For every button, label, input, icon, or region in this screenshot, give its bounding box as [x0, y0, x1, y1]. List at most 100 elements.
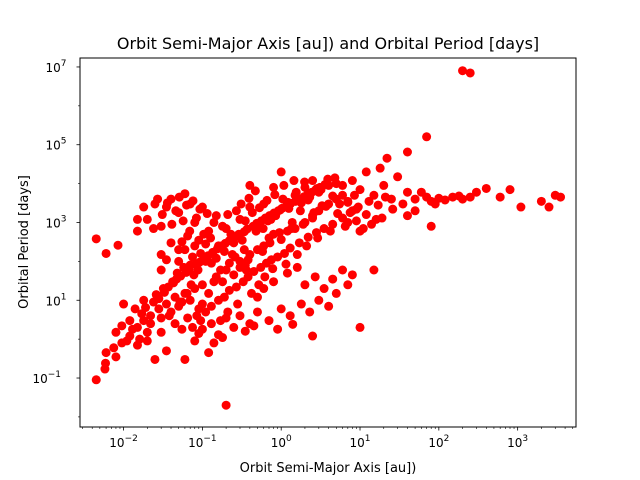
data-point-299 [202, 209, 212, 219]
data-point-311 [250, 186, 260, 196]
data-point-316 [270, 190, 280, 200]
data-point-285 [149, 224, 159, 234]
y-axis-label: Orbital Period [days] [17, 175, 32, 309]
data-point-108 [505, 185, 515, 195]
data-point-86 [361, 167, 371, 177]
data-point-152 [285, 243, 295, 253]
data-point-321 [291, 187, 301, 197]
data-point-100 [440, 195, 450, 205]
data-point-359 [249, 321, 259, 331]
data-point-196 [274, 228, 284, 238]
data-point-178 [197, 299, 207, 309]
data-point-378 [239, 245, 249, 255]
data-point-288 [162, 198, 172, 208]
data-point-194 [268, 264, 278, 274]
data-point-7 [91, 234, 101, 244]
data-point-122 [369, 265, 379, 275]
data-point-8 [101, 248, 111, 258]
data-point-13 [142, 327, 152, 337]
data-point-289 [167, 219, 177, 229]
data-point-75 [269, 182, 279, 192]
data-point-190 [258, 246, 268, 256]
x-tick-label-2: 100 [271, 434, 292, 450]
data-point-2 [101, 358, 111, 368]
data-point-166 [146, 319, 156, 329]
data-point-276 [276, 304, 286, 314]
data-point-293 [182, 200, 192, 210]
data-point-109 [516, 202, 526, 212]
data-point-169 [164, 311, 174, 321]
data-point-123 [355, 322, 365, 332]
data-point-17 [156, 313, 166, 323]
data-point-336 [361, 210, 371, 220]
data-point-365 [177, 237, 187, 247]
data-point-84 [347, 176, 357, 186]
data-point-314 [262, 195, 272, 205]
data-point-14 [146, 311, 156, 321]
data-point-175 [186, 280, 196, 290]
data-point-357 [218, 333, 228, 343]
data-point-292 [178, 216, 188, 226]
data-point-300 [206, 233, 216, 243]
data-point-3 [101, 348, 111, 358]
data-point-369 [196, 248, 206, 258]
data-point-370 [201, 239, 211, 249]
data-point-330 [333, 209, 343, 219]
data-point-208 [313, 233, 323, 243]
y-tick-label-0: 10−1 [32, 370, 61, 386]
data-point-361 [288, 319, 298, 329]
x-tick-label-1: 10−1 [188, 434, 217, 450]
data-point-303 [218, 221, 228, 231]
data-point-339 [377, 213, 387, 223]
data-point-315 [266, 214, 276, 224]
data-point-30 [218, 277, 228, 287]
data-point-348 [310, 272, 320, 282]
data-point-63 [166, 238, 176, 248]
data-point-335 [355, 226, 365, 236]
data-point-88 [375, 163, 385, 173]
data-point-282 [331, 288, 341, 298]
data-point-172 [175, 297, 185, 307]
data-point-132 [170, 319, 180, 329]
data-point-157 [328, 219, 338, 229]
data-point-153 [294, 238, 304, 248]
data-point-104 [465, 192, 475, 202]
y-tick-label-1: 101 [45, 292, 66, 308]
data-point-372 [211, 253, 221, 263]
data-point-304 [223, 210, 233, 220]
data-point-133 [177, 324, 187, 334]
data-point-354 [190, 336, 200, 346]
data-point-18 [161, 299, 171, 309]
data-point-216 [349, 190, 359, 200]
data-point-146 [249, 266, 259, 276]
data-point-141 [219, 292, 229, 302]
data-point-145 [243, 272, 253, 282]
data-point-85 [355, 185, 365, 195]
data-point-331 [338, 180, 348, 190]
data-point-325 [308, 213, 318, 223]
data-point-128 [161, 346, 171, 356]
data-point-204 [298, 219, 308, 229]
data-point-48 [338, 190, 348, 200]
data-point-286 [153, 194, 163, 204]
data-point-0 [91, 375, 101, 385]
data-point-193 [265, 238, 275, 248]
data-point-317 [275, 205, 285, 215]
data-point-121 [382, 153, 392, 163]
data-point-356 [209, 338, 219, 348]
chart-title: Orbit Semi-Major Axis [au]) and Orbital … [117, 34, 539, 53]
data-point-344 [269, 277, 279, 287]
data-point-32 [229, 270, 239, 280]
data-point-50 [132, 226, 142, 236]
data-point-367 [188, 252, 198, 262]
data-point-113 [556, 192, 566, 202]
data-point-131 [156, 327, 166, 337]
data-point-222 [117, 321, 127, 331]
data-point-93 [402, 187, 412, 197]
data-point-215 [343, 217, 353, 227]
data-point-297 [195, 204, 205, 214]
data-point-309 [244, 193, 254, 203]
data-point-77 [245, 180, 255, 190]
data-point-127 [180, 354, 190, 364]
data-point-126 [204, 348, 214, 358]
